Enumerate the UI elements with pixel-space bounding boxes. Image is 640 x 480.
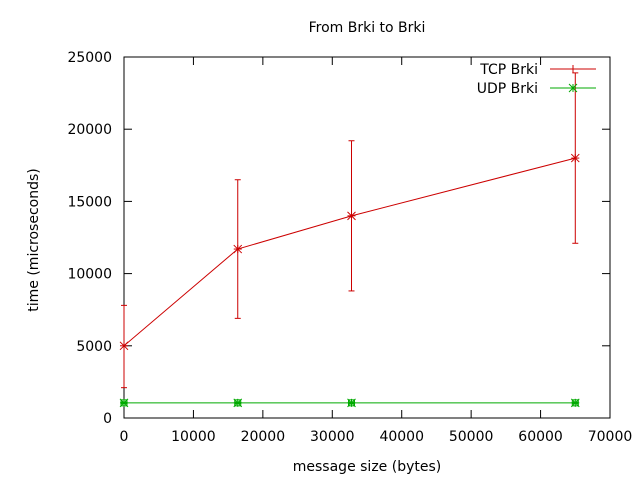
y-tick-label: 15000 <box>67 194 112 210</box>
data-point <box>570 153 580 163</box>
x-tick-label: 70000 <box>588 429 633 445</box>
series-1 <box>119 398 580 408</box>
data-point <box>570 398 580 408</box>
data-point <box>347 398 356 408</box>
x-tick-label: 10000 <box>171 429 216 445</box>
x-tick-label: 60000 <box>518 429 563 445</box>
y-tick-label: 25000 <box>67 50 112 66</box>
data-point <box>233 244 243 254</box>
x-tick-label: 0 <box>120 429 129 445</box>
x-tick-label: 20000 <box>241 429 286 445</box>
y-tick-label: 10000 <box>67 267 112 283</box>
y-axis-label: time (microseconds) <box>26 168 42 311</box>
data-point <box>233 398 243 408</box>
legend-label: UDP Brki <box>477 81 538 97</box>
series-layer <box>119 72 580 408</box>
series-line <box>123 157 576 347</box>
data-point <box>119 398 129 408</box>
axis-ticks: 0 10000 20000 30000 40000 50000 60000 70000 0 500… <box>67 50 632 445</box>
x-tick-label: 30000 <box>310 429 355 445</box>
x-axis-label: message size (bytes) <box>293 459 441 475</box>
x-tick-label: 50000 <box>449 429 494 445</box>
y-tick-label: 0 <box>103 411 112 427</box>
legend-label: TCP Brki <box>479 62 538 78</box>
series-0 <box>119 72 580 389</box>
y-tick-label: 5000 <box>76 339 112 355</box>
data-point <box>347 211 356 221</box>
plot-frame <box>123 56 611 419</box>
y-tick-label: 20000 <box>67 122 112 138</box>
data-point <box>119 341 129 351</box>
legend: TCP Brki UDP Brki <box>477 62 596 97</box>
x-tick-label: 40000 <box>379 429 424 445</box>
chart-title: From Brki to Brki <box>309 20 426 36</box>
legend-marker <box>568 83 578 93</box>
